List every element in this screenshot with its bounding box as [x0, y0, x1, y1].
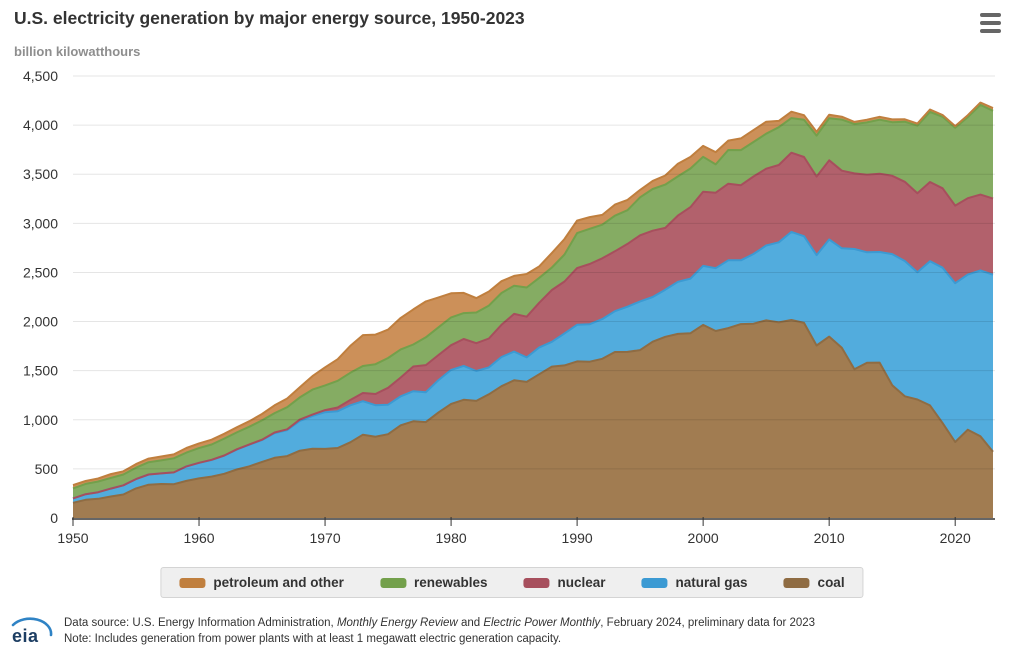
legend-item-natural-gas[interactable]: natural gas: [641, 575, 748, 590]
legend-label: nuclear: [557, 575, 606, 590]
x-tick-label: 2000: [688, 530, 719, 546]
legend-swatch-nuclear: [523, 577, 550, 588]
hamburger-bar: [980, 13, 1001, 17]
y-tick-label: 2,000: [23, 314, 58, 330]
eia-logo: eia: [8, 612, 56, 652]
legend-label: natural gas: [675, 575, 748, 590]
area-renewables[interactable]: [73, 104, 993, 499]
chart-title: U.S. electricity generation by major ene…: [14, 8, 525, 28]
x-tick-label: 1960: [183, 530, 214, 546]
stacked-area-chart: 0 500 1,000 1,500 2,000 2,500 3,000 3,500 4,000 4…: [23, 68, 995, 546]
legend-item-nuclear[interactable]: nuclear: [523, 575, 606, 590]
legend-label: petroleum and other: [213, 575, 344, 590]
x-tick-label: 2010: [814, 530, 845, 546]
source-publication: Monthly Energy Review: [336, 617, 458, 629]
y-tick-label: 500: [35, 461, 59, 477]
area-natural-gas[interactable]: [73, 231, 993, 503]
y-tick-label: 3,500: [23, 166, 58, 182]
capacity-note: Note: Includes generation from power pla…: [64, 633, 562, 645]
legend-swatch-coal: [783, 577, 810, 588]
footer-text: Data source: U.S. Energy Information Adm…: [64, 612, 815, 647]
area-petroleum-and-other[interactable]: [73, 102, 993, 489]
legend-swatch-petroleum-and-other: [179, 577, 206, 588]
legend-label: coal: [817, 575, 845, 590]
area-edge-renewables: [72, 103, 994, 490]
hamburger-bar: [980, 29, 1001, 33]
legend-item-coal[interactable]: coal: [783, 575, 845, 590]
chart-header: U.S. electricity generation by major ene…: [14, 6, 1010, 34]
x-tick-label: 1980: [436, 530, 467, 546]
y-tick-label: 4,000: [23, 117, 58, 133]
y-axis-unit-label: billion kilowatthours: [14, 44, 141, 59]
y-tick-label: 3,000: [23, 215, 58, 231]
chart-footer: eia Data source: U.S. Energy Information…: [8, 612, 815, 652]
y-tick-label: 2,500: [23, 264, 58, 280]
eia-logo-graphic: eia: [11, 617, 53, 646]
x-tick-label: 1950: [57, 530, 88, 546]
eia-logo-text: eia: [12, 626, 39, 646]
area-edge-coal: [72, 319, 994, 504]
y-tick-label: 1,000: [23, 412, 58, 428]
legend-swatch-natural-gas: [641, 577, 668, 588]
legend-item-renewables[interactable]: renewables: [379, 575, 488, 590]
area-coal[interactable]: [73, 320, 993, 518]
source-publication: Electric Power Monthly: [483, 617, 601, 629]
y-tick-label: 0: [50, 510, 58, 526]
area-nuclear[interactable]: [73, 152, 993, 499]
legend-label: renewables: [413, 575, 488, 590]
legend: petroleum and other renewables nuclear natu…: [160, 567, 864, 598]
x-tick-label: 1990: [562, 530, 593, 546]
legend-item-petroleum-and-other[interactable]: petroleum and other: [179, 575, 344, 590]
source-text: , February 2024, preliminary data for 20…: [600, 617, 816, 629]
legend-swatch-renewables: [379, 577, 406, 588]
hamburger-bar: [980, 21, 1001, 25]
source-text: Data source: U.S. Energy Information Adm…: [64, 617, 337, 629]
y-tick-label: 1,500: [23, 363, 58, 379]
data-source-note: Data source: U.S. Energy Information Adm…: [64, 615, 815, 631]
x-tick-label: 1970: [309, 530, 340, 546]
hamburger-menu-icon[interactable]: [980, 12, 1004, 34]
x-tick-label: 2020: [940, 530, 971, 546]
area-edge-petroleum-and-other: [72, 101, 994, 487]
source-text: and: [457, 617, 484, 629]
y-tick-label: 4,500: [23, 68, 58, 84]
area-edge-nuclear: [72, 151, 994, 500]
